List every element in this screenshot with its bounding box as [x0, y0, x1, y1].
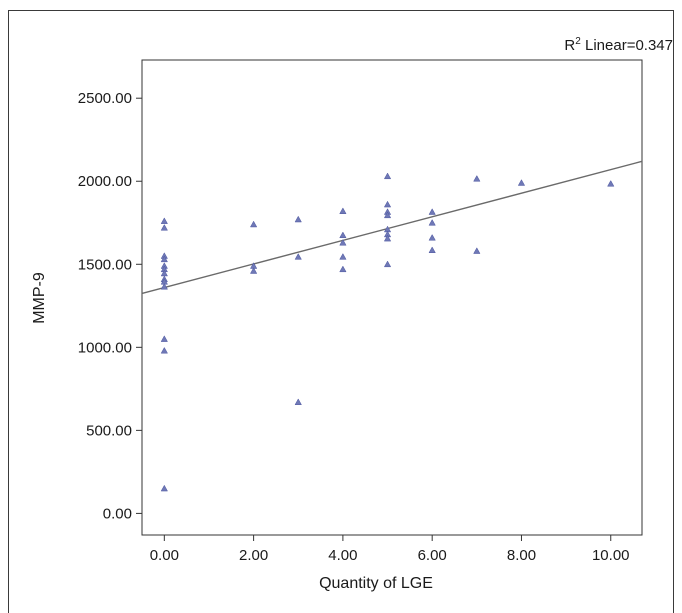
data-point	[339, 253, 347, 260]
figure-frame	[8, 10, 674, 613]
data-point	[517, 179, 526, 186]
x-tick-label: 8.00	[507, 547, 536, 564]
x-tick-label: 4.00	[328, 547, 357, 564]
data-point	[428, 208, 436, 215]
fit-line	[141, 160, 643, 295]
data-point	[249, 267, 258, 274]
data-point	[160, 346, 168, 354]
data-point	[339, 238, 347, 246]
data-point	[160, 335, 168, 342]
x-tick-label: 2.00	[239, 547, 268, 564]
data-point	[294, 253, 302, 260]
data-point	[428, 219, 436, 226]
x-axis-title: Quantity of LGE	[319, 575, 433, 592]
y-tick-label: 1000.00	[78, 339, 132, 356]
y-tick-label: 500.00	[86, 422, 132, 439]
data-point	[294, 398, 302, 405]
data-point	[339, 265, 347, 273]
plot-area	[141, 59, 643, 536]
x-tick-label: 0.00	[150, 547, 179, 564]
data-point	[383, 260, 392, 268]
data-point	[160, 255, 168, 263]
data-point	[249, 220, 258, 228]
data-point	[339, 207, 347, 214]
y-tick-label: 1500.00	[78, 256, 132, 273]
data-point	[383, 234, 392, 242]
data-point	[160, 217, 168, 224]
y-tick-label: 0.00	[103, 505, 132, 522]
data-point	[160, 224, 168, 231]
data-point	[383, 172, 392, 180]
data-point	[160, 484, 168, 492]
y-axis-title: MMP-9	[31, 272, 48, 324]
data-point	[428, 246, 436, 253]
data-point	[383, 211, 392, 219]
data-point	[607, 180, 615, 187]
data-point	[473, 247, 481, 254]
data-point	[294, 215, 302, 223]
data-point	[473, 175, 481, 182]
data-point	[339, 231, 347, 239]
plot-layer: 0.00 500.00 1000.00 1500.00 2000.00 2500.00 0.…	[78, 59, 643, 564]
data-point	[428, 233, 436, 241]
x-tick-label: 10.00	[592, 547, 630, 564]
data-point	[160, 282, 168, 290]
data-point	[383, 200, 392, 208]
y-tick-label: 2000.00	[78, 173, 132, 190]
r-squared-annotation: R2 Linear=0.347	[564, 36, 673, 54]
x-tick-label: 6.00	[418, 547, 447, 564]
y-tick-label: 2500.00	[78, 90, 132, 107]
